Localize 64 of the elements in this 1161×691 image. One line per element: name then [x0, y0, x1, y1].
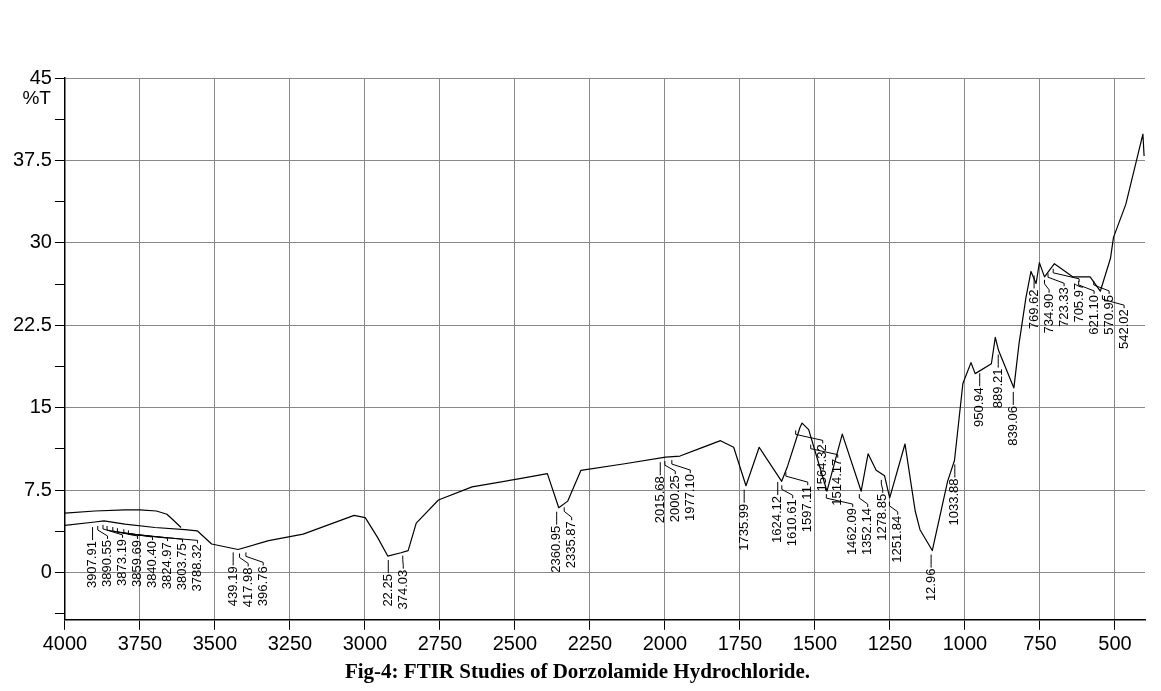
annotation: 3873.19 — [114, 538, 130, 586]
annotation: 1597.11 — [799, 486, 815, 533]
annotation: 439.19 — [224, 566, 240, 607]
x-tick-label: 3500 — [192, 632, 238, 655]
annotation: 1514.17 — [829, 458, 845, 506]
x-tick-label: 750 — [1023, 632, 1057, 655]
annotation: 2360.95 — [548, 525, 564, 573]
text: Fig-4: FTIR Studies of Dorzolamide Hydrochloride. — [344, 658, 811, 683]
annotation: 1610.61 — [784, 499, 800, 547]
annotation: 1564.32 — [814, 444, 830, 492]
y-axis-title: %T — [22, 86, 52, 108]
annotation: 950.94 — [971, 387, 987, 427]
x-tick-label: 2750 — [417, 632, 463, 655]
x-tick-label: 3250 — [267, 632, 313, 655]
annotation: 22.25 — [379, 574, 395, 607]
annotation: 3890.55 — [99, 539, 115, 587]
annotation: 1352.14 — [859, 508, 875, 556]
annotation: 3859.69 — [129, 539, 145, 587]
x-tick-label: 500 — [1098, 632, 1132, 655]
annotation: 542.02 — [1115, 309, 1131, 349]
annotation: 839.06 — [1004, 405, 1020, 446]
annotation: 1624.12 — [769, 496, 785, 544]
y-tick-label: 0 — [40, 560, 52, 583]
annotation: 2000.25 — [666, 475, 682, 523]
annotation: 3907.91 — [84, 541, 100, 589]
annotation: 374.03 — [394, 569, 410, 610]
x-tick-label: 3750 — [117, 632, 163, 655]
x-tick-label: 2500 — [492, 632, 538, 655]
x-tick-label: 1500 — [792, 632, 838, 655]
annotation: 1251.84 — [889, 515, 905, 563]
annotation: 3788.32 — [189, 544, 205, 592]
annotation: 1462.09 — [844, 508, 860, 556]
annotation: 1977.10 — [681, 474, 697, 522]
y-tick-label: 45 — [29, 65, 52, 88]
y-tick-label: 30 — [29, 230, 52, 253]
x-tick-label: 1000 — [942, 632, 988, 655]
annotation: 3840.40 — [144, 541, 160, 589]
annotation: 1278.85 — [874, 493, 890, 541]
annotation: 621.10 — [1085, 294, 1101, 335]
x-tick-label: 3000 — [342, 632, 388, 655]
y-tick-label: 37.5 — [12, 147, 52, 170]
x-tick-label: 1250 — [867, 632, 913, 655]
annotation: 570.95 — [1100, 294, 1116, 335]
x-tick-label: 1750 — [717, 632, 763, 655]
annotation: 889.21 — [989, 368, 1005, 409]
annotation: 1033.88 — [946, 478, 962, 526]
annotation: 396.76 — [254, 566, 270, 607]
annotation: 1735.99 — [735, 503, 751, 551]
y-tick-label: 7.5 — [24, 477, 52, 500]
annotation: 2015.68 — [651, 476, 667, 524]
annotation: 417.98 — [239, 567, 255, 608]
annotation: 723.33 — [1055, 287, 1071, 327]
x-tick-label: 2000 — [642, 632, 688, 655]
y-tick-label: 22.5 — [12, 312, 52, 335]
annotation: 2335.87 — [563, 521, 579, 569]
y-tick-label: 15 — [29, 395, 52, 418]
annotation: 734.90 — [1040, 293, 1056, 334]
annotation: 12.96 — [922, 568, 938, 602]
x-tick-label: 2250 — [567, 632, 613, 655]
annotation: 705.97 — [1070, 282, 1086, 323]
annotation: 3824.97 — [159, 542, 175, 590]
annotation: 3803.75 — [174, 543, 190, 591]
annotation: 769.62 — [1025, 289, 1041, 330]
x-tick-label: 4000 — [42, 632, 88, 655]
